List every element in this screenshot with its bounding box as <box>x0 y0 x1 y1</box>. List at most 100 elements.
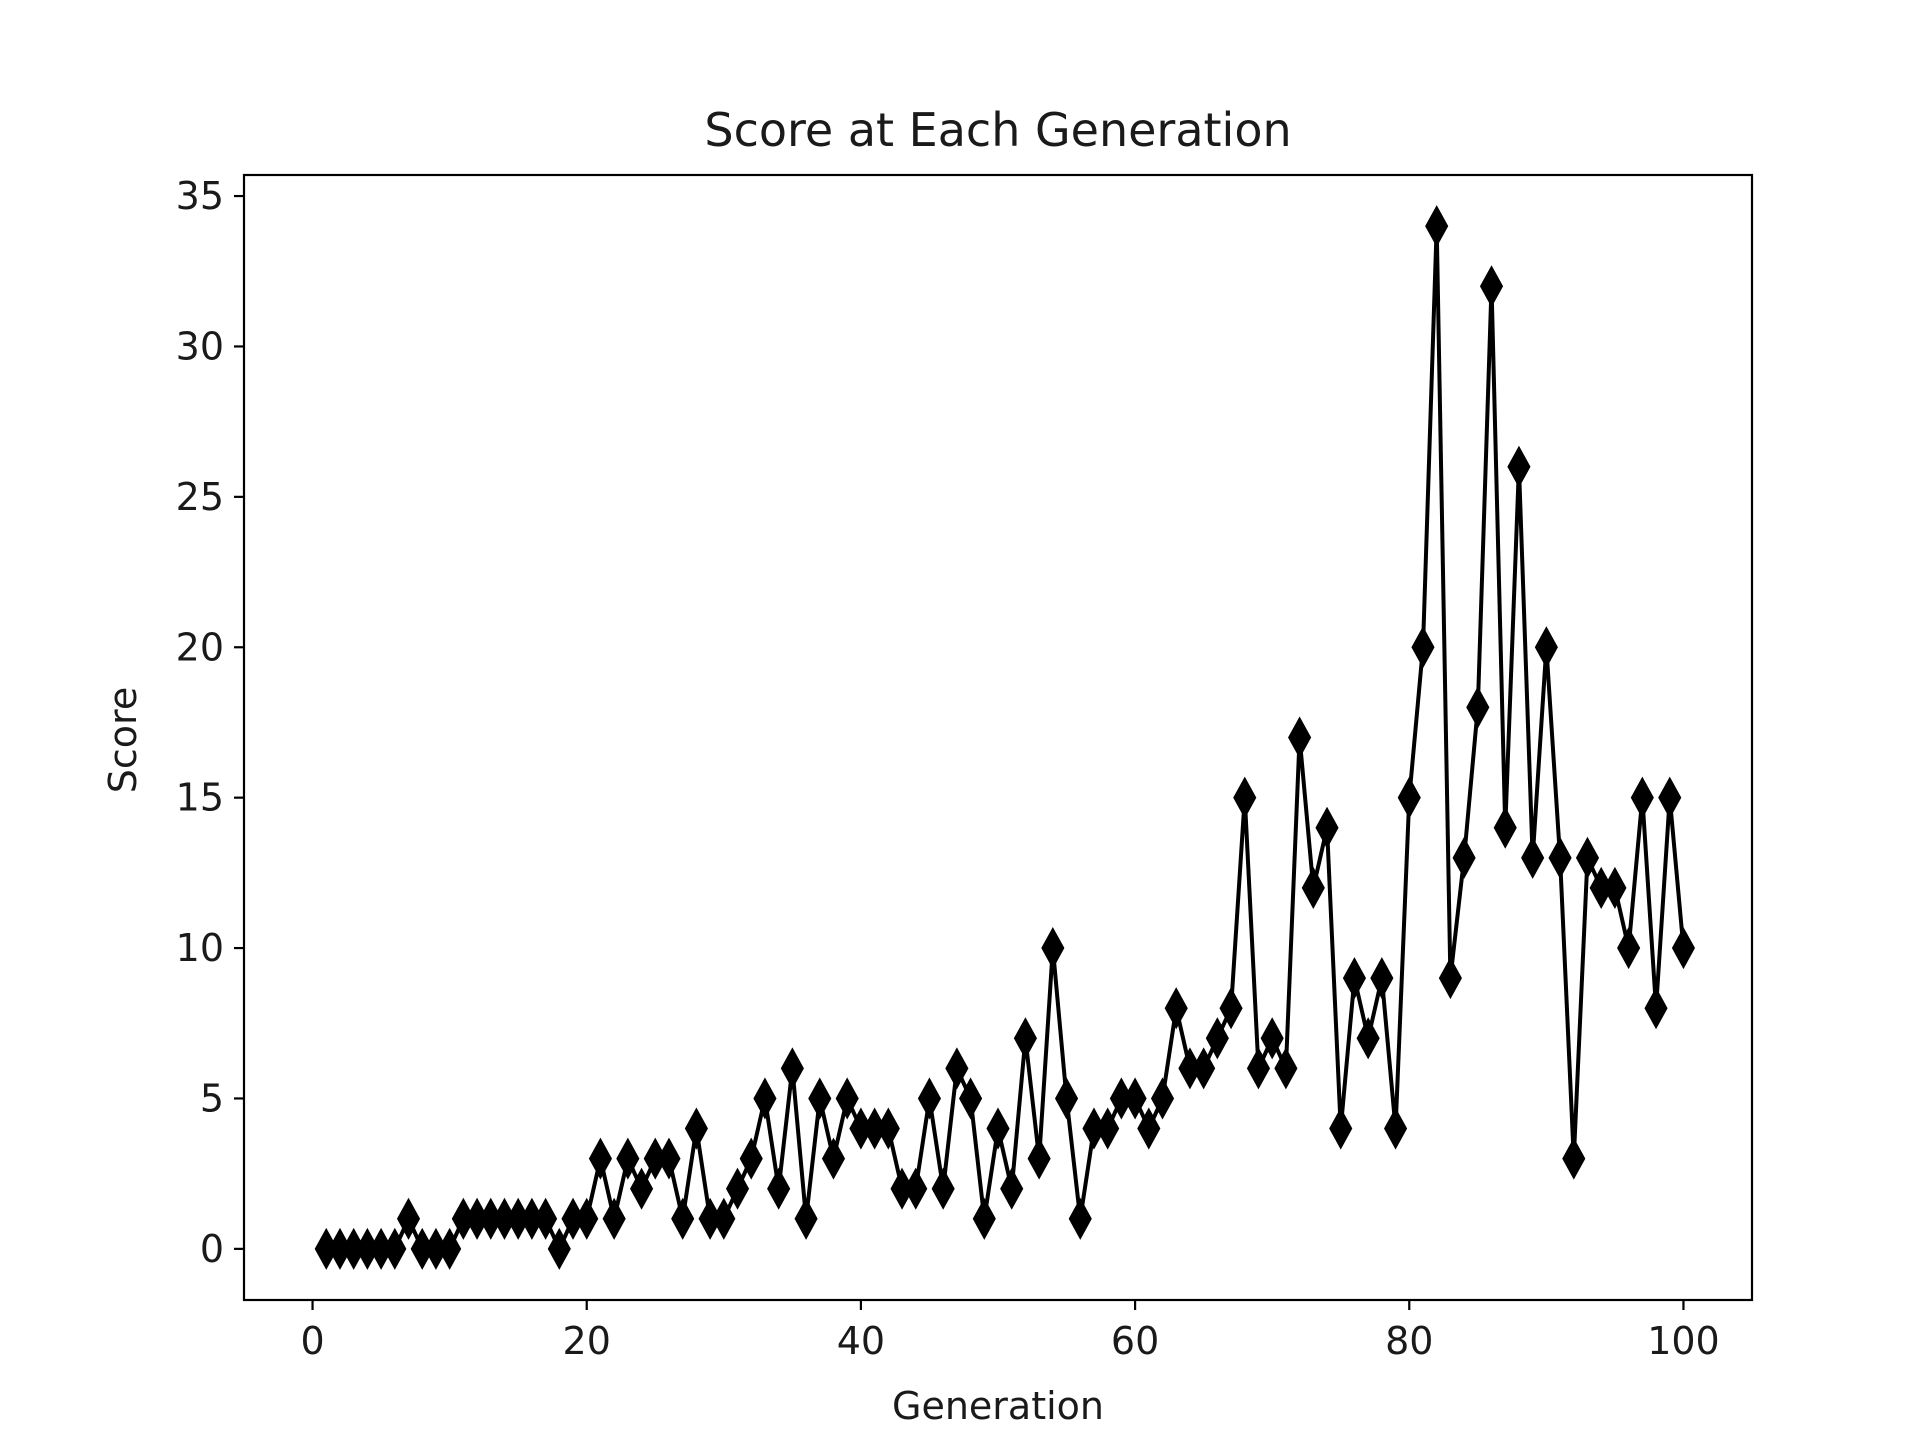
plot-area <box>314 205 1696 1270</box>
data-point-marker <box>739 1137 763 1180</box>
data-point-marker <box>629 1167 654 1210</box>
data-point-marker <box>575 1197 599 1240</box>
data-point-marker <box>602 1197 626 1240</box>
y-tick-label: 20 <box>176 625 224 669</box>
data-point-marker <box>438 1227 462 1270</box>
data-point-marker <box>1096 1107 1120 1150</box>
data-point-marker <box>780 1047 804 1090</box>
data-point-marker <box>1603 866 1627 909</box>
data-point-marker <box>1246 1047 1271 1090</box>
x-tick-label: 80 <box>1385 1319 1433 1363</box>
y-tick-label: 15 <box>176 776 224 820</box>
data-point-marker <box>657 1137 681 1180</box>
data-point-marker <box>808 1077 832 1120</box>
data-point-marker <box>931 1167 955 1210</box>
data-point-marker <box>396 1197 421 1240</box>
data-point-marker <box>753 1077 777 1120</box>
data-point-marker <box>1288 716 1312 759</box>
y-tick-label: 30 <box>176 324 224 368</box>
data-point-marker <box>1192 1047 1216 1090</box>
data-point-marker <box>616 1137 640 1180</box>
y-tick-label: 10 <box>176 926 224 970</box>
data-point-marker <box>1452 836 1476 879</box>
data-point-marker <box>1425 205 1449 248</box>
x-tick-label: 100 <box>1647 1319 1720 1363</box>
x-tick-label: 20 <box>563 1319 611 1363</box>
data-point-marker <box>1534 626 1558 669</box>
data-point-marker <box>1123 1077 1147 1120</box>
data-point-marker <box>972 1197 996 1240</box>
x-axis: 0 20 40 60 80 100 <box>300 1300 1720 1363</box>
data-point-marker <box>904 1167 928 1210</box>
chart-title: Score at Each Generation <box>704 103 1291 157</box>
data-point-marker <box>1438 957 1462 1000</box>
data-point-marker <box>1397 776 1421 819</box>
data-point-marker <box>1548 836 1572 879</box>
data-point-marker <box>917 1077 942 1120</box>
data-point-marker <box>1562 1137 1586 1180</box>
data-point-marker <box>1027 1137 1051 1180</box>
data-point-marker <box>1329 1107 1353 1150</box>
data-point-marker <box>1383 1107 1408 1150</box>
data-point-marker <box>821 1137 846 1180</box>
x-tick-label: 0 <box>300 1319 324 1363</box>
data-point-marker <box>1479 265 1504 308</box>
data-point-marker <box>945 1047 969 1090</box>
data-point-marker <box>725 1167 750 1210</box>
data-point-marker <box>534 1197 558 1240</box>
x-tick-label: 60 <box>1111 1319 1159 1363</box>
data-point-marker <box>876 1107 900 1150</box>
data-point-marker <box>1301 866 1325 909</box>
data-point-marker <box>1617 927 1641 970</box>
y-tick-label: 0 <box>200 1227 224 1271</box>
y-tick-label: 5 <box>200 1076 224 1120</box>
data-point-marker <box>712 1197 736 1240</box>
data-point-marker <box>835 1077 859 1120</box>
data-point-marker <box>1274 1047 1298 1090</box>
x-tick-label: 40 <box>837 1319 885 1363</box>
data-point-marker <box>1260 1017 1284 1060</box>
data-point-marker <box>1493 806 1517 849</box>
data-point-marker <box>1150 1077 1175 1120</box>
data-point-marker <box>1630 776 1654 819</box>
data-point-marker <box>1233 776 1257 819</box>
series-line <box>326 224 1686 1251</box>
data-point-marker <box>1411 626 1435 669</box>
data-point-marker <box>1000 1167 1024 1210</box>
data-point-marker <box>959 1077 983 1120</box>
data-point-marker <box>1137 1107 1161 1150</box>
data-point-marker <box>1507 445 1531 488</box>
data-point-marker <box>1041 927 1065 970</box>
data-point-marker <box>684 1107 708 1150</box>
y-tick-label: 25 <box>176 475 224 519</box>
data-point-marker <box>1658 776 1682 819</box>
data-point-marker <box>1219 987 1243 1030</box>
data-point-marker <box>1370 957 1394 1000</box>
data-point-marker <box>1356 1017 1380 1060</box>
data-point-marker <box>588 1137 613 1180</box>
data-point-marker <box>1521 836 1545 879</box>
data-point-marker <box>547 1227 571 1270</box>
data-point-marker <box>1315 806 1339 849</box>
data-point-marker <box>1466 686 1490 729</box>
y-axis: 0 5 10 15 20 25 30 35 <box>176 174 244 1271</box>
data-point-marker <box>1205 1017 1229 1060</box>
data-point-marker <box>1164 987 1188 1030</box>
data-point-marker <box>1342 957 1367 1000</box>
data-point-marker <box>767 1167 791 1210</box>
data-point-marker <box>1068 1197 1092 1240</box>
data-point-marker <box>671 1197 695 1240</box>
y-axis-label: Score <box>101 687 145 793</box>
data-point-marker <box>1013 1017 1037 1060</box>
x-axis-label: Generation <box>892 1384 1104 1428</box>
data-point-marker <box>383 1227 407 1270</box>
axes-frame <box>242 173 1754 1302</box>
y-tick-label: 35 <box>176 174 224 218</box>
data-point-marker <box>1644 987 1668 1030</box>
data-point-marker <box>794 1197 818 1240</box>
data-point-marker <box>986 1107 1010 1150</box>
data-point-marker <box>1054 1077 1079 1120</box>
data-point-marker <box>1671 927 1696 970</box>
